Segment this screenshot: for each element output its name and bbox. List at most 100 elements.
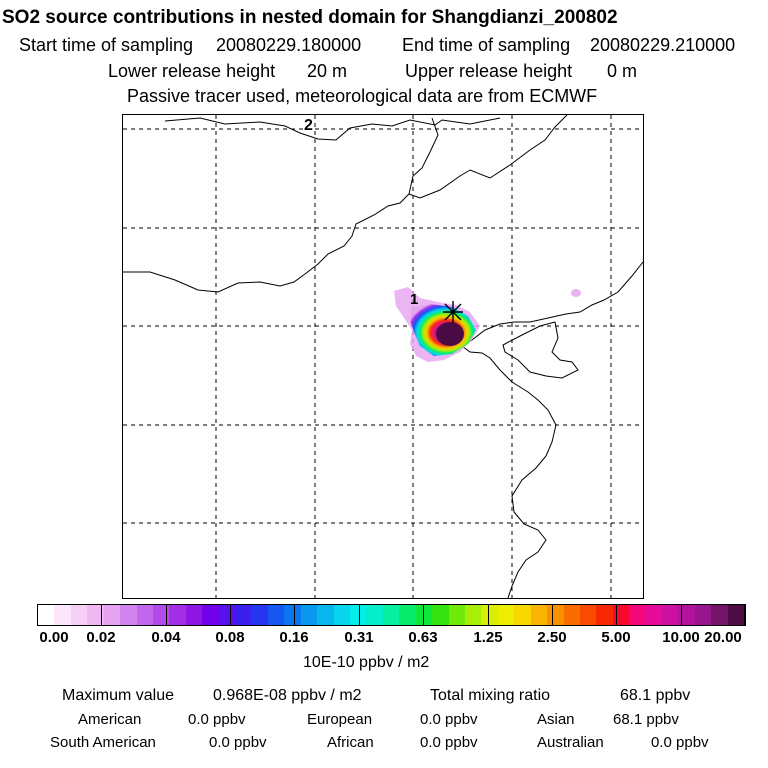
colorbar-divider <box>552 604 553 626</box>
colorbar-swatch <box>169 605 186 625</box>
north-border <box>164 117 501 141</box>
colorbar-swatch <box>333 605 351 625</box>
total-ratio-value: 68.1 ppbv <box>620 687 691 704</box>
colorbar-divider <box>230 604 231 626</box>
colorbar-swatch <box>38 605 55 625</box>
colorbar-swatch <box>251 605 268 625</box>
colorbar-swatch <box>563 605 580 625</box>
region-asian-label: Asian <box>537 711 575 728</box>
colorbar-tick-label: 0.31 <box>344 629 374 646</box>
end-time-value: 20080229.210000 <box>590 35 736 55</box>
colorbar-swatch <box>629 605 646 625</box>
colorbar-swatch <box>350 605 367 625</box>
map-frame <box>122 114 644 599</box>
region-asian-value: 68.1 ppbv <box>613 711 679 728</box>
colorbar-divider <box>37 604 38 626</box>
colorbar-swatch <box>464 605 482 625</box>
plume-core <box>436 322 464 346</box>
colorbar-swatch <box>694 605 712 625</box>
colorbar-tick-label: 0.16 <box>279 629 309 646</box>
colorbar-divider <box>166 604 167 626</box>
region-american-value: 0.0 ppbv <box>188 711 246 728</box>
colorbar-divider <box>423 604 424 626</box>
colorbar-divider <box>359 604 360 626</box>
map-marker-2: 2 <box>304 117 313 134</box>
upper-height-value: 0 m <box>607 61 638 81</box>
colorbar-swatch <box>547 605 564 625</box>
end-time-label: End time of sampling <box>402 35 571 55</box>
map-panel: 2 1 <box>122 114 644 599</box>
colorbar-unit: 10E-10 ppbv / m2 <box>303 654 430 671</box>
colorbar-swatch <box>87 605 104 625</box>
start-time-label: Start time of sampling <box>19 35 194 55</box>
total-ratio-label: Total mixing ratio <box>430 687 551 704</box>
colorbar-tick-label: 20.00 <box>704 629 742 646</box>
colorbar-swatch <box>120 605 137 625</box>
bohai-bay <box>502 321 579 379</box>
colorbar-swatch <box>317 605 334 625</box>
upper-height-label: Upper release height <box>405 61 573 81</box>
colorbar-swatch <box>678 605 695 625</box>
colorbar-swatch <box>497 605 515 625</box>
colorbar-swatch <box>366 605 383 625</box>
colorbar-swatch <box>579 605 597 625</box>
colorbar-swatch <box>530 605 548 625</box>
colorbar-swatch <box>70 605 88 625</box>
page-title: SO2 source contributions in nested domai… <box>2 7 618 28</box>
region-south-american-label: South American <box>50 734 156 751</box>
concentration-plume <box>394 287 581 362</box>
colorbar-swatch <box>596 605 613 625</box>
colorbar-swatch <box>727 605 745 625</box>
colorbar-swatch <box>481 605 498 625</box>
region-european-label: European <box>307 711 373 728</box>
colorbar <box>37 604 745 626</box>
east-border <box>408 114 568 199</box>
colorbar-swatch <box>218 605 236 625</box>
region-australian-value: 0.0 ppbv <box>651 734 709 751</box>
start-time-value: 20080229.180000 <box>216 35 362 55</box>
colorbar-swatch <box>662 605 679 625</box>
colorbar-tick-label: 0.04 <box>151 629 181 646</box>
colorbar-swatch <box>136 605 153 625</box>
colorbar-tick-label: 10.00 <box>662 629 700 646</box>
colorbar-swatch <box>382 605 400 625</box>
colorbar-divider <box>488 604 489 626</box>
max-value: 0.968E-08 ppbv / m2 <box>213 687 362 704</box>
colorbar-divider <box>294 604 295 626</box>
colorbar-divider <box>616 604 617 626</box>
colorbar-tick-label: 0.02 <box>86 629 116 646</box>
colorbar-swatch <box>399 605 416 625</box>
colorbar-divider <box>101 604 102 626</box>
colorbar-tick-label: 1.25 <box>473 629 503 646</box>
graticule <box>123 115 643 598</box>
colorbar-divider <box>745 604 746 626</box>
secondary-spot <box>571 289 581 297</box>
colorbar-swatch <box>152 605 170 625</box>
lower-height-value: 20 m <box>307 61 348 81</box>
region-american-label: American <box>78 711 142 728</box>
map-marker-1: 1 <box>410 291 418 308</box>
colorbar-swatch <box>432 605 449 625</box>
region-australian-label: Australian <box>537 734 604 751</box>
tracer-note: Passive tracer used, meteorological data… <box>127 86 598 106</box>
colorbar-swatch <box>54 605 71 625</box>
colorbar-tick-label: 0.00 <box>39 629 69 646</box>
colorbar-swatch <box>514 605 531 625</box>
star-marker <box>443 301 463 323</box>
region-european-value: 0.0 ppbv <box>420 711 478 728</box>
colorbar-swatch <box>235 605 252 625</box>
colorbar-swatch <box>645 605 663 625</box>
colorbar-tick-label: 0.08 <box>215 629 245 646</box>
northeast-border <box>123 117 439 293</box>
colorbar-swatch <box>185 605 203 625</box>
region-african-label: African <box>327 734 374 751</box>
colorbar-swatch <box>202 605 219 625</box>
colorbar-swatch <box>284 605 301 625</box>
colorbar-swatch <box>300 605 318 625</box>
region-south-american-value: 0.0 ppbv <box>209 734 267 751</box>
colorbar-tick-label: 5.00 <box>601 629 631 646</box>
colorbar-swatch <box>267 605 285 625</box>
max-value-label: Maximum value <box>62 687 175 704</box>
colorbar-swatch <box>448 605 465 625</box>
region-african-value: 0.0 ppbv <box>420 734 478 751</box>
